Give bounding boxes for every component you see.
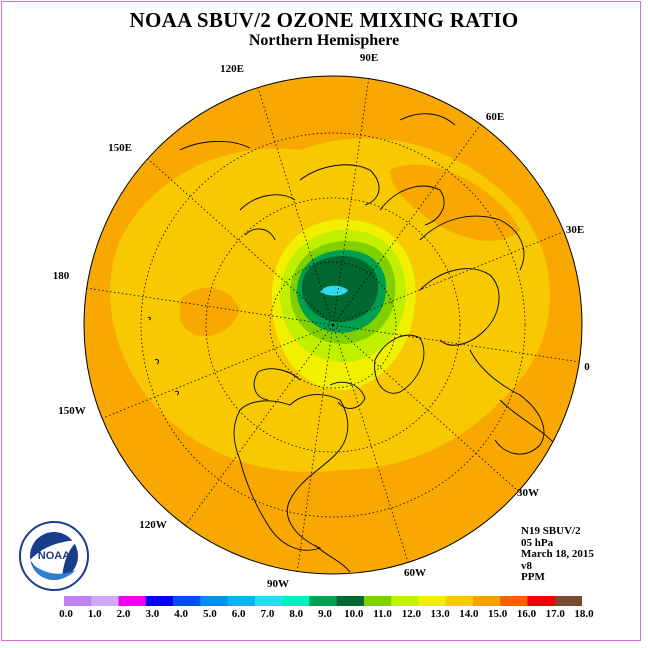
- colorbar-tick-label: 18.0: [574, 608, 594, 620]
- colorbar-tick-label: 2.0: [116, 608, 131, 620]
- colorbar-tick-label: 1.0: [87, 608, 102, 620]
- info-satellite: N19 SBUV/2: [521, 525, 581, 537]
- colorbar-swatch: [309, 596, 337, 606]
- colorbar-tick-label: 3.0: [145, 608, 160, 620]
- colorbar-swatch: [418, 596, 446, 606]
- field-patch: [390, 164, 520, 241]
- colorbar-swatch: [336, 596, 365, 606]
- colorbar-tick-label: 16.0: [516, 608, 537, 620]
- colorbar-swatch: [391, 596, 419, 606]
- colorbar-tick-label: 4.0: [174, 608, 188, 620]
- colorbar-tick-label: 5.0: [203, 608, 217, 620]
- lon-label-30e: 30E: [566, 224, 584, 236]
- colorbar-tick-label: 6.0: [231, 608, 246, 620]
- info-version: v8: [521, 559, 532, 572]
- colorbar-swatch: [64, 596, 92, 606]
- figure-title: NOAA SBUV/2 OZONE MIXING RATIO: [129, 8, 519, 32]
- colorbar-swatch: [554, 596, 582, 606]
- colorbar-tick-label: 14.0: [459, 608, 479, 620]
- field-patch: [180, 287, 240, 337]
- colorbar-swatch: [173, 596, 201, 606]
- colorbar-swatch: [118, 596, 147, 606]
- figure-subtitle: Northern Hemisphere: [248, 32, 400, 49]
- lon-label-60e: 60E: [486, 111, 504, 123]
- colorbar-swatch: [200, 596, 228, 606]
- colorbar: [64, 596, 582, 606]
- lon-label-90w: 90W: [267, 578, 289, 590]
- lon-label-0: 0: [584, 361, 590, 373]
- lon-label-150e: 150E: [108, 142, 132, 154]
- colorbar-tick-label: 0.0: [59, 608, 73, 620]
- noaa-logo: NOAA: [19, 521, 89, 591]
- colorbar-tick-label: 12.0: [401, 608, 421, 620]
- colorbar-swatch: [145, 596, 174, 606]
- lon-label-150w: 150W: [58, 405, 86, 417]
- colorbar-tick-label: 9.0: [318, 608, 332, 620]
- figure-border: [1, 1, 641, 641]
- info-units: PPM: [521, 571, 545, 583]
- colorbar-swatch: [500, 596, 528, 606]
- lon-label-120w: 120W: [139, 519, 167, 531]
- lon-label-120e: 120E: [220, 63, 244, 75]
- colorbar-tick-label: 7.0: [260, 608, 275, 620]
- colorbar-swatch: [527, 596, 556, 606]
- colorbar-swatch: [363, 596, 392, 606]
- colorbar-swatch: [254, 596, 283, 606]
- colorbar-tick-label: 17.0: [545, 608, 565, 620]
- logo-text: NOAA: [38, 550, 70, 562]
- colorbar-swatch: [91, 596, 119, 606]
- coastlines: [147, 113, 561, 573]
- info-date: March 18, 2015: [521, 548, 594, 560]
- info-block: N19 SBUV/2 05 hPa March 18, 2015 v8 PPM: [521, 525, 594, 584]
- field-cyan-core: [320, 285, 348, 296]
- lon-label-180: 180: [53, 270, 70, 282]
- colorbar-swatch: [227, 596, 256, 606]
- colorbar-tick-label: 15.0: [488, 608, 508, 620]
- colorbar-swatch: [445, 596, 474, 606]
- longitude-labels: 90E 60E 30E 0 30W 60W 90W 120W 150W 180 …: [53, 52, 591, 590]
- map-rim: [83, 75, 583, 575]
- meridians: [85, 76, 581, 574]
- lon-label-90e: 90E: [360, 52, 378, 64]
- lon-label-30w: 30W: [517, 487, 539, 499]
- info-pressure: 05 hPa: [521, 536, 554, 549]
- colorbar-tick-label: 13.0: [430, 608, 450, 620]
- colorbar-tick-label: 10.0: [344, 608, 364, 620]
- colorbar-swatch: [472, 596, 501, 606]
- colorbar-tick-label: 8.0: [289, 608, 304, 620]
- colorbar-swatch: [282, 596, 310, 606]
- colorbar-tick-label: 11.0: [373, 608, 392, 620]
- graticule: [140, 132, 526, 518]
- lon-label-60w: 60W: [404, 567, 426, 579]
